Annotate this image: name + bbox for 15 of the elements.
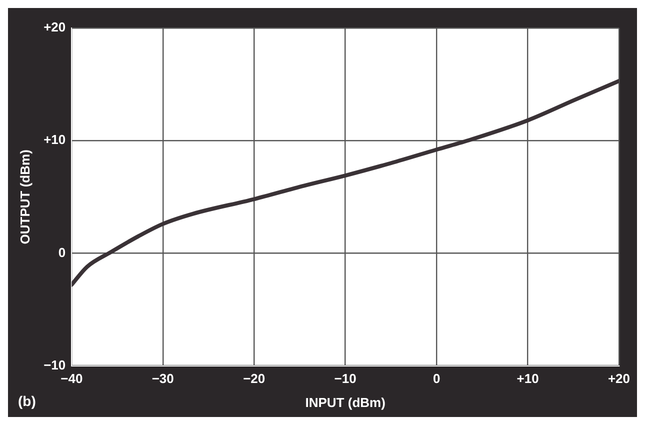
y-tick-label: +10 — [44, 132, 66, 148]
x-axis-title: INPUT (dBm) — [305, 394, 386, 410]
text: (b) — [18, 392, 36, 409]
x-tick-label: +20 — [608, 371, 630, 386]
y-tick-label: 0 — [58, 244, 66, 260]
x-tick-label: +10 — [516, 371, 539, 386]
x-tick-label: −10 — [334, 371, 356, 386]
y-tick-label: −10 — [44, 357, 66, 372]
x-tick-label: −40 — [60, 371, 83, 386]
y-axis-title: OUTPUT (dBm) — [17, 150, 32, 244]
line-series — [72, 78, 619, 287]
y-tick-label: +20 — [44, 20, 66, 35]
x-tick-label: −30 — [152, 371, 174, 386]
x-tick-label: 0 — [432, 371, 440, 386]
x-tick-label: −20 — [243, 371, 266, 386]
